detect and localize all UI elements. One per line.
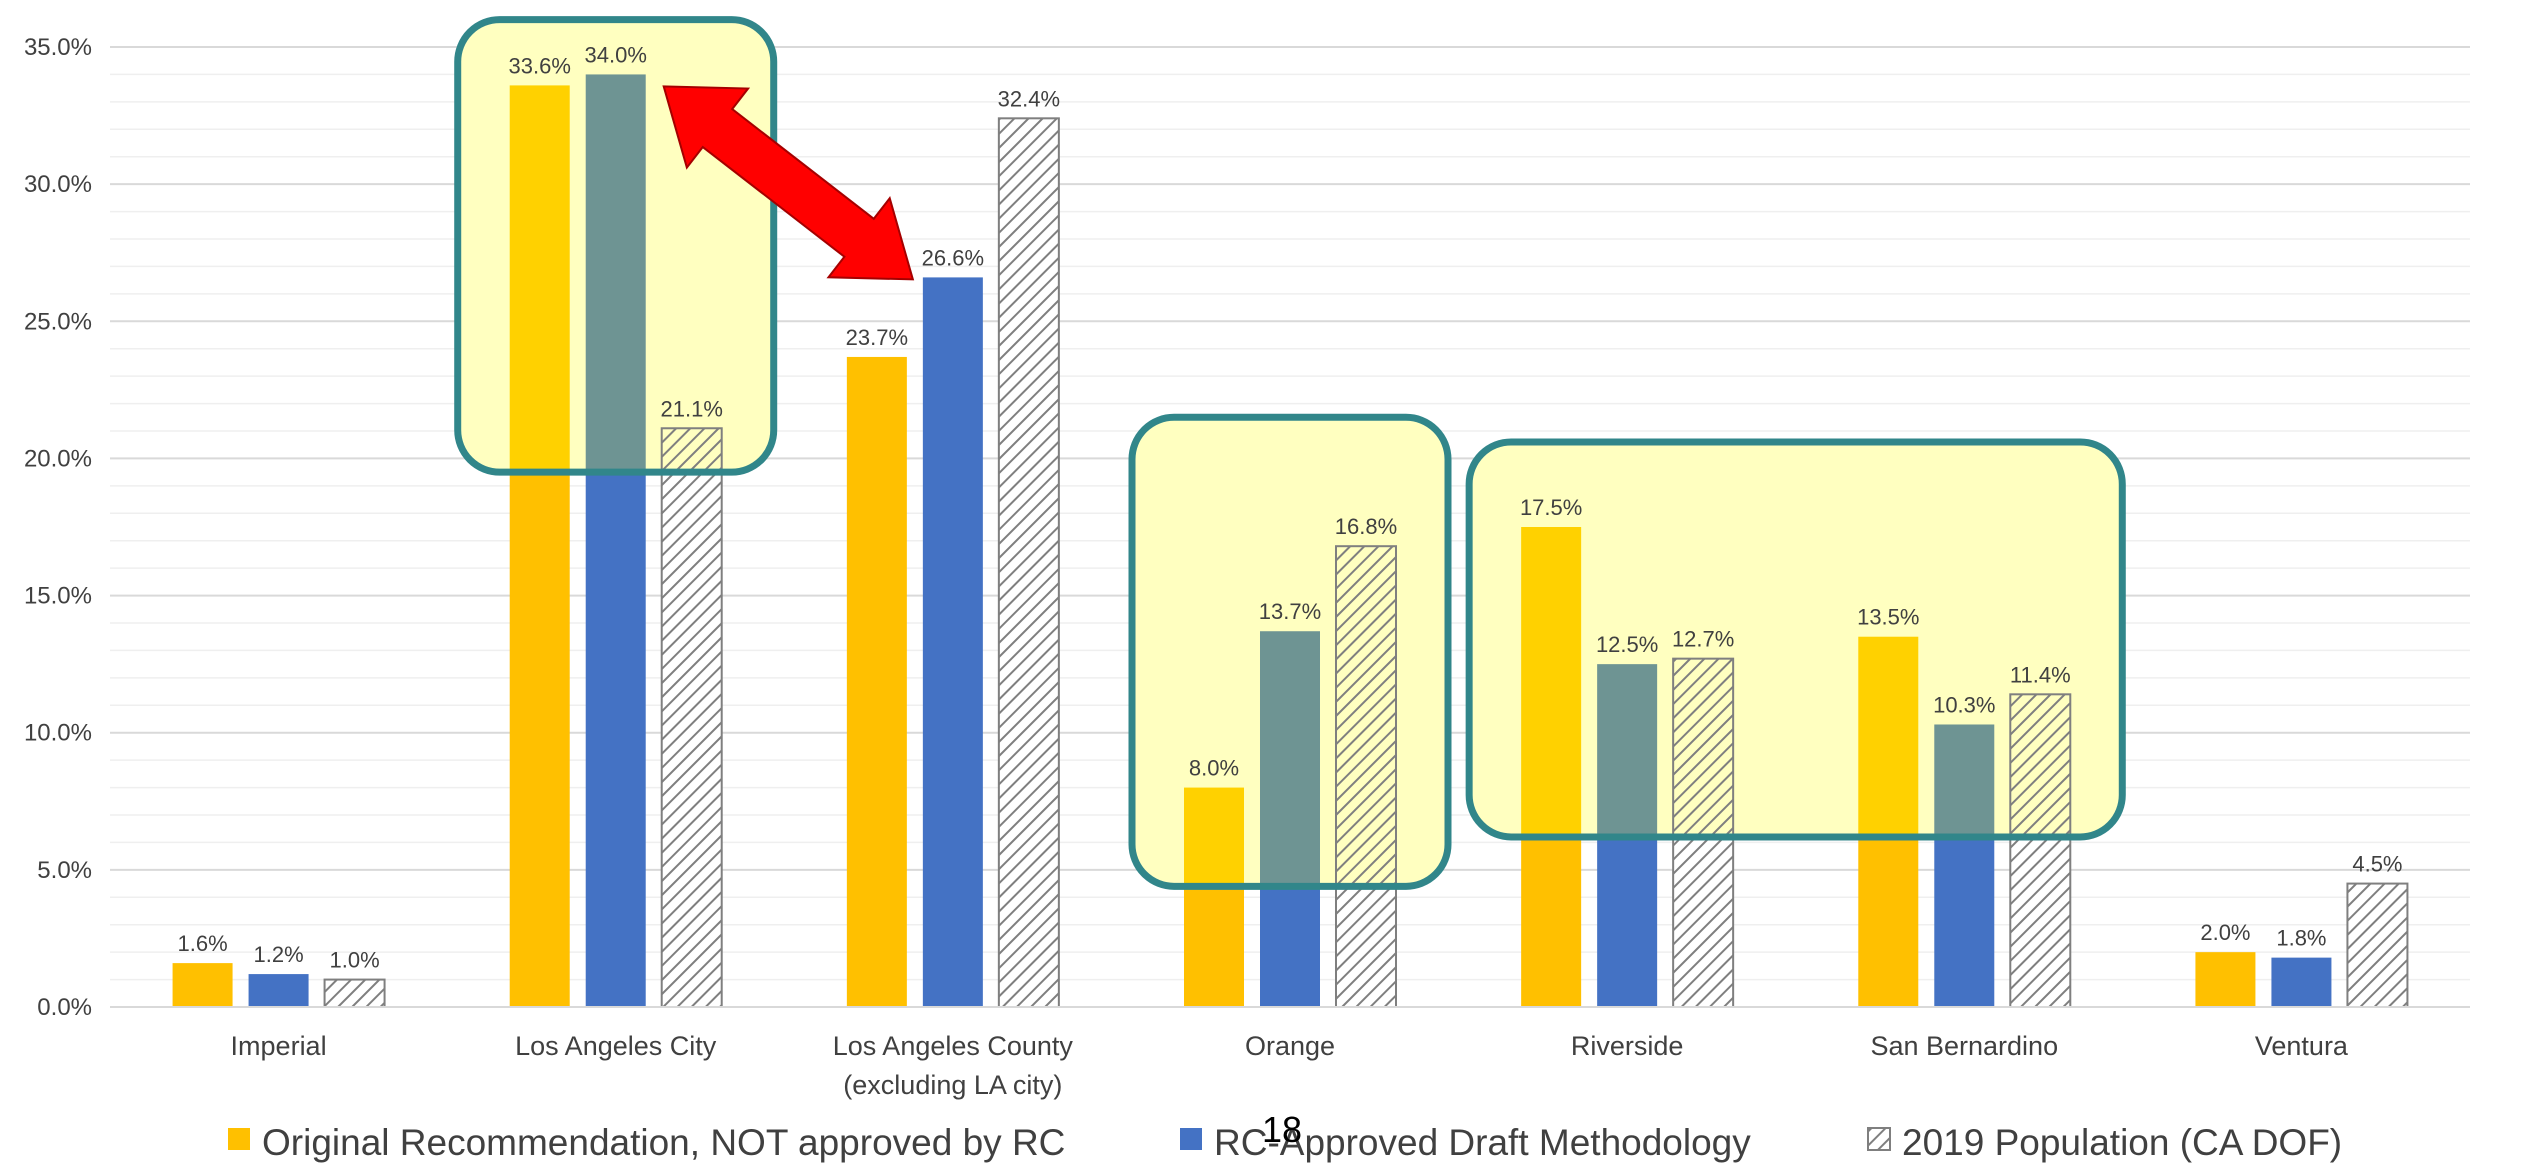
bar-population	[2346, 882, 2409, 1008]
data-label: 17.5%	[1520, 495, 1582, 520]
data-label: 16.8%	[1335, 514, 1397, 539]
data-label: 21.1%	[661, 396, 723, 421]
data-label: 1.0%	[329, 948, 379, 973]
data-label: 4.5%	[2352, 852, 2402, 877]
bar-highlighted-population	[1335, 545, 1397, 888]
data-labels: 1.6% 33.6% 23.7% 8.0% 17.5% 13.5% 2.0% 1.2% 34.0…	[177, 42, 2402, 972]
y-tick-label: 25.0%	[24, 308, 92, 335]
data-label: 12.7%	[1672, 627, 1734, 652]
bar-highlighted-original	[1184, 787, 1244, 887]
bar-approved	[922, 277, 983, 1007]
bar-approved	[2271, 957, 2332, 1007]
legend-swatch	[1180, 1128, 1202, 1150]
data-label: 12.5%	[1596, 632, 1658, 657]
y-tick-label: 5.0%	[37, 857, 92, 884]
data-label: 1.6%	[177, 931, 227, 956]
data-label: 34.0%	[585, 42, 647, 67]
x-tick-label: Los Angeles City	[515, 1031, 717, 1061]
legend-swatch	[228, 1128, 250, 1150]
bar-population	[997, 117, 1060, 1009]
x-tick-label: Riverside	[1571, 1031, 1684, 1061]
legend-label: 2019 Population (CA DOF)	[1902, 1122, 2342, 1163]
data-label: 26.6%	[922, 245, 984, 270]
x-tick-label: (excluding LA city)	[843, 1070, 1062, 1100]
data-label: 8.0%	[1189, 756, 1239, 781]
y-tick-label: 0.0%	[37, 994, 92, 1021]
bar-population	[660, 427, 723, 1008]
bar-original	[2195, 952, 2256, 1007]
x-tick-label: Los Angeles County	[833, 1031, 1074, 1061]
x-axis-categories: Imperial Los Angeles City Los Angeles Coun…	[231, 1031, 2349, 1100]
bar-highlighted-population	[660, 427, 723, 474]
bar-population	[323, 978, 386, 1008]
data-label: 23.7%	[846, 325, 908, 350]
bar-original	[846, 356, 907, 1007]
bar-highlighted-population	[2009, 693, 2072, 838]
bar-highlighted-approved	[1597, 664, 1658, 837]
bar-highlighted-original	[509, 85, 570, 473]
bar-approved	[248, 974, 309, 1007]
data-label: 11.4%	[2010, 662, 2071, 687]
x-tick-label: Ventura	[2255, 1031, 2349, 1061]
x-tick-label: San Bernardino	[1870, 1031, 2058, 1061]
legend-swatch	[1867, 1127, 1891, 1151]
data-label: 1.2%	[253, 942, 303, 967]
double-arrow-annotation	[662, 85, 915, 281]
highlighted-bars	[454, 16, 2126, 890]
bar-highlighted-approved	[1934, 724, 1995, 837]
bar-highlighted-approved	[1260, 631, 1320, 887]
y-tick-label: 15.0%	[24, 583, 92, 610]
data-label: 13.5%	[1857, 605, 1919, 630]
y-tick-label: 30.0%	[24, 171, 92, 198]
y-tick-label: 35.0%	[24, 34, 92, 61]
x-tick-label: Imperial	[231, 1031, 327, 1061]
highlight-box-border	[1465, 438, 2126, 841]
bar-original	[172, 963, 233, 1007]
bar-highlighted-original	[1521, 527, 1582, 837]
data-label: 10.3%	[1933, 692, 1995, 717]
bar-highlighted-approved	[585, 74, 646, 473]
double-arrow	[662, 85, 915, 281]
legend-label: RC-Approved Draft Methodology	[1214, 1122, 1751, 1163]
highlight-box-border	[454, 16, 778, 476]
x-tick-label: Orange	[1245, 1031, 1335, 1061]
data-label: 1.8%	[2276, 926, 2326, 951]
y-axis: 0.0% 5.0% 10.0% 15.0% 20.0% 25.0% 30.0% 35.0%	[24, 34, 92, 1021]
y-tick-label: 20.0%	[24, 445, 92, 472]
page-number: 18	[1262, 1109, 1302, 1150]
bar-highlighted-original	[1858, 636, 1919, 837]
data-label: 33.6%	[509, 53, 571, 78]
data-label: 2.0%	[2200, 920, 2250, 945]
legend: Original Recommendation, NOT approved by…	[228, 1122, 2342, 1163]
highlight-box-border	[1128, 413, 1452, 890]
data-label: 32.4%	[998, 86, 1060, 111]
bar-highlighted-population	[1672, 657, 1735, 838]
data-label: 13.7%	[1259, 599, 1321, 624]
legend-label: Original Recommendation, NOT approved by…	[262, 1122, 1065, 1163]
y-tick-label: 10.0%	[24, 720, 92, 747]
